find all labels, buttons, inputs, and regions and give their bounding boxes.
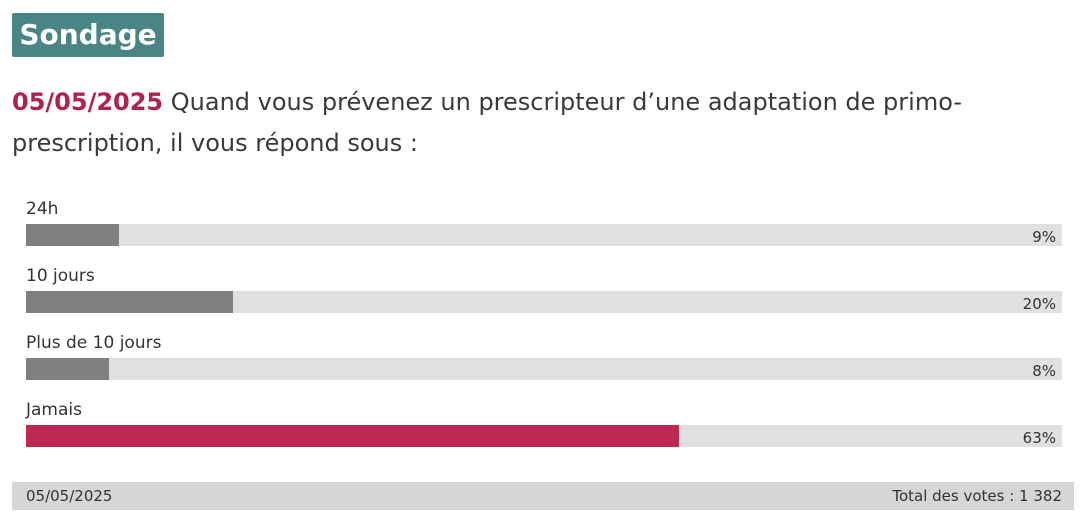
poll-footer-date: 05/05/2025 [26, 487, 113, 505]
poll-option-track [26, 224, 1062, 246]
poll-option-percent: 63% [1022, 429, 1056, 447]
poll-option-track [26, 291, 1062, 313]
poll-option-percent: 9% [1032, 228, 1056, 246]
poll-option-percent: 8% [1032, 362, 1056, 380]
poll-total-votes: Total des votes : 1 382 [892, 487, 1062, 505]
poll-option-bar [26, 291, 234, 313]
poll-option-track [26, 358, 1062, 380]
poll-option-label: Jamais [26, 400, 82, 420]
poll-option-bar [26, 358, 109, 380]
poll-question-text: Quand vous prévenez un prescripteur d’un… [12, 88, 962, 157]
poll-question: 05/05/2025 Quand vous prévenez un prescr… [12, 82, 1072, 164]
poll-date: 05/05/2025 [12, 88, 164, 116]
poll-footer: 05/05/2025 Total des votes : 1 382 [12, 482, 1074, 510]
poll-badge: Sondage [12, 13, 164, 57]
poll-option-bar [26, 224, 120, 246]
poll-option-track [26, 425, 1062, 447]
poll-option-percent: 20% [1022, 295, 1056, 313]
poll-option-label: Plus de 10 jours [26, 333, 162, 353]
poll-option-bar [26, 425, 679, 447]
poll-option-label: 10 jours [26, 266, 95, 286]
poll-option-label: 24h [26, 199, 59, 219]
